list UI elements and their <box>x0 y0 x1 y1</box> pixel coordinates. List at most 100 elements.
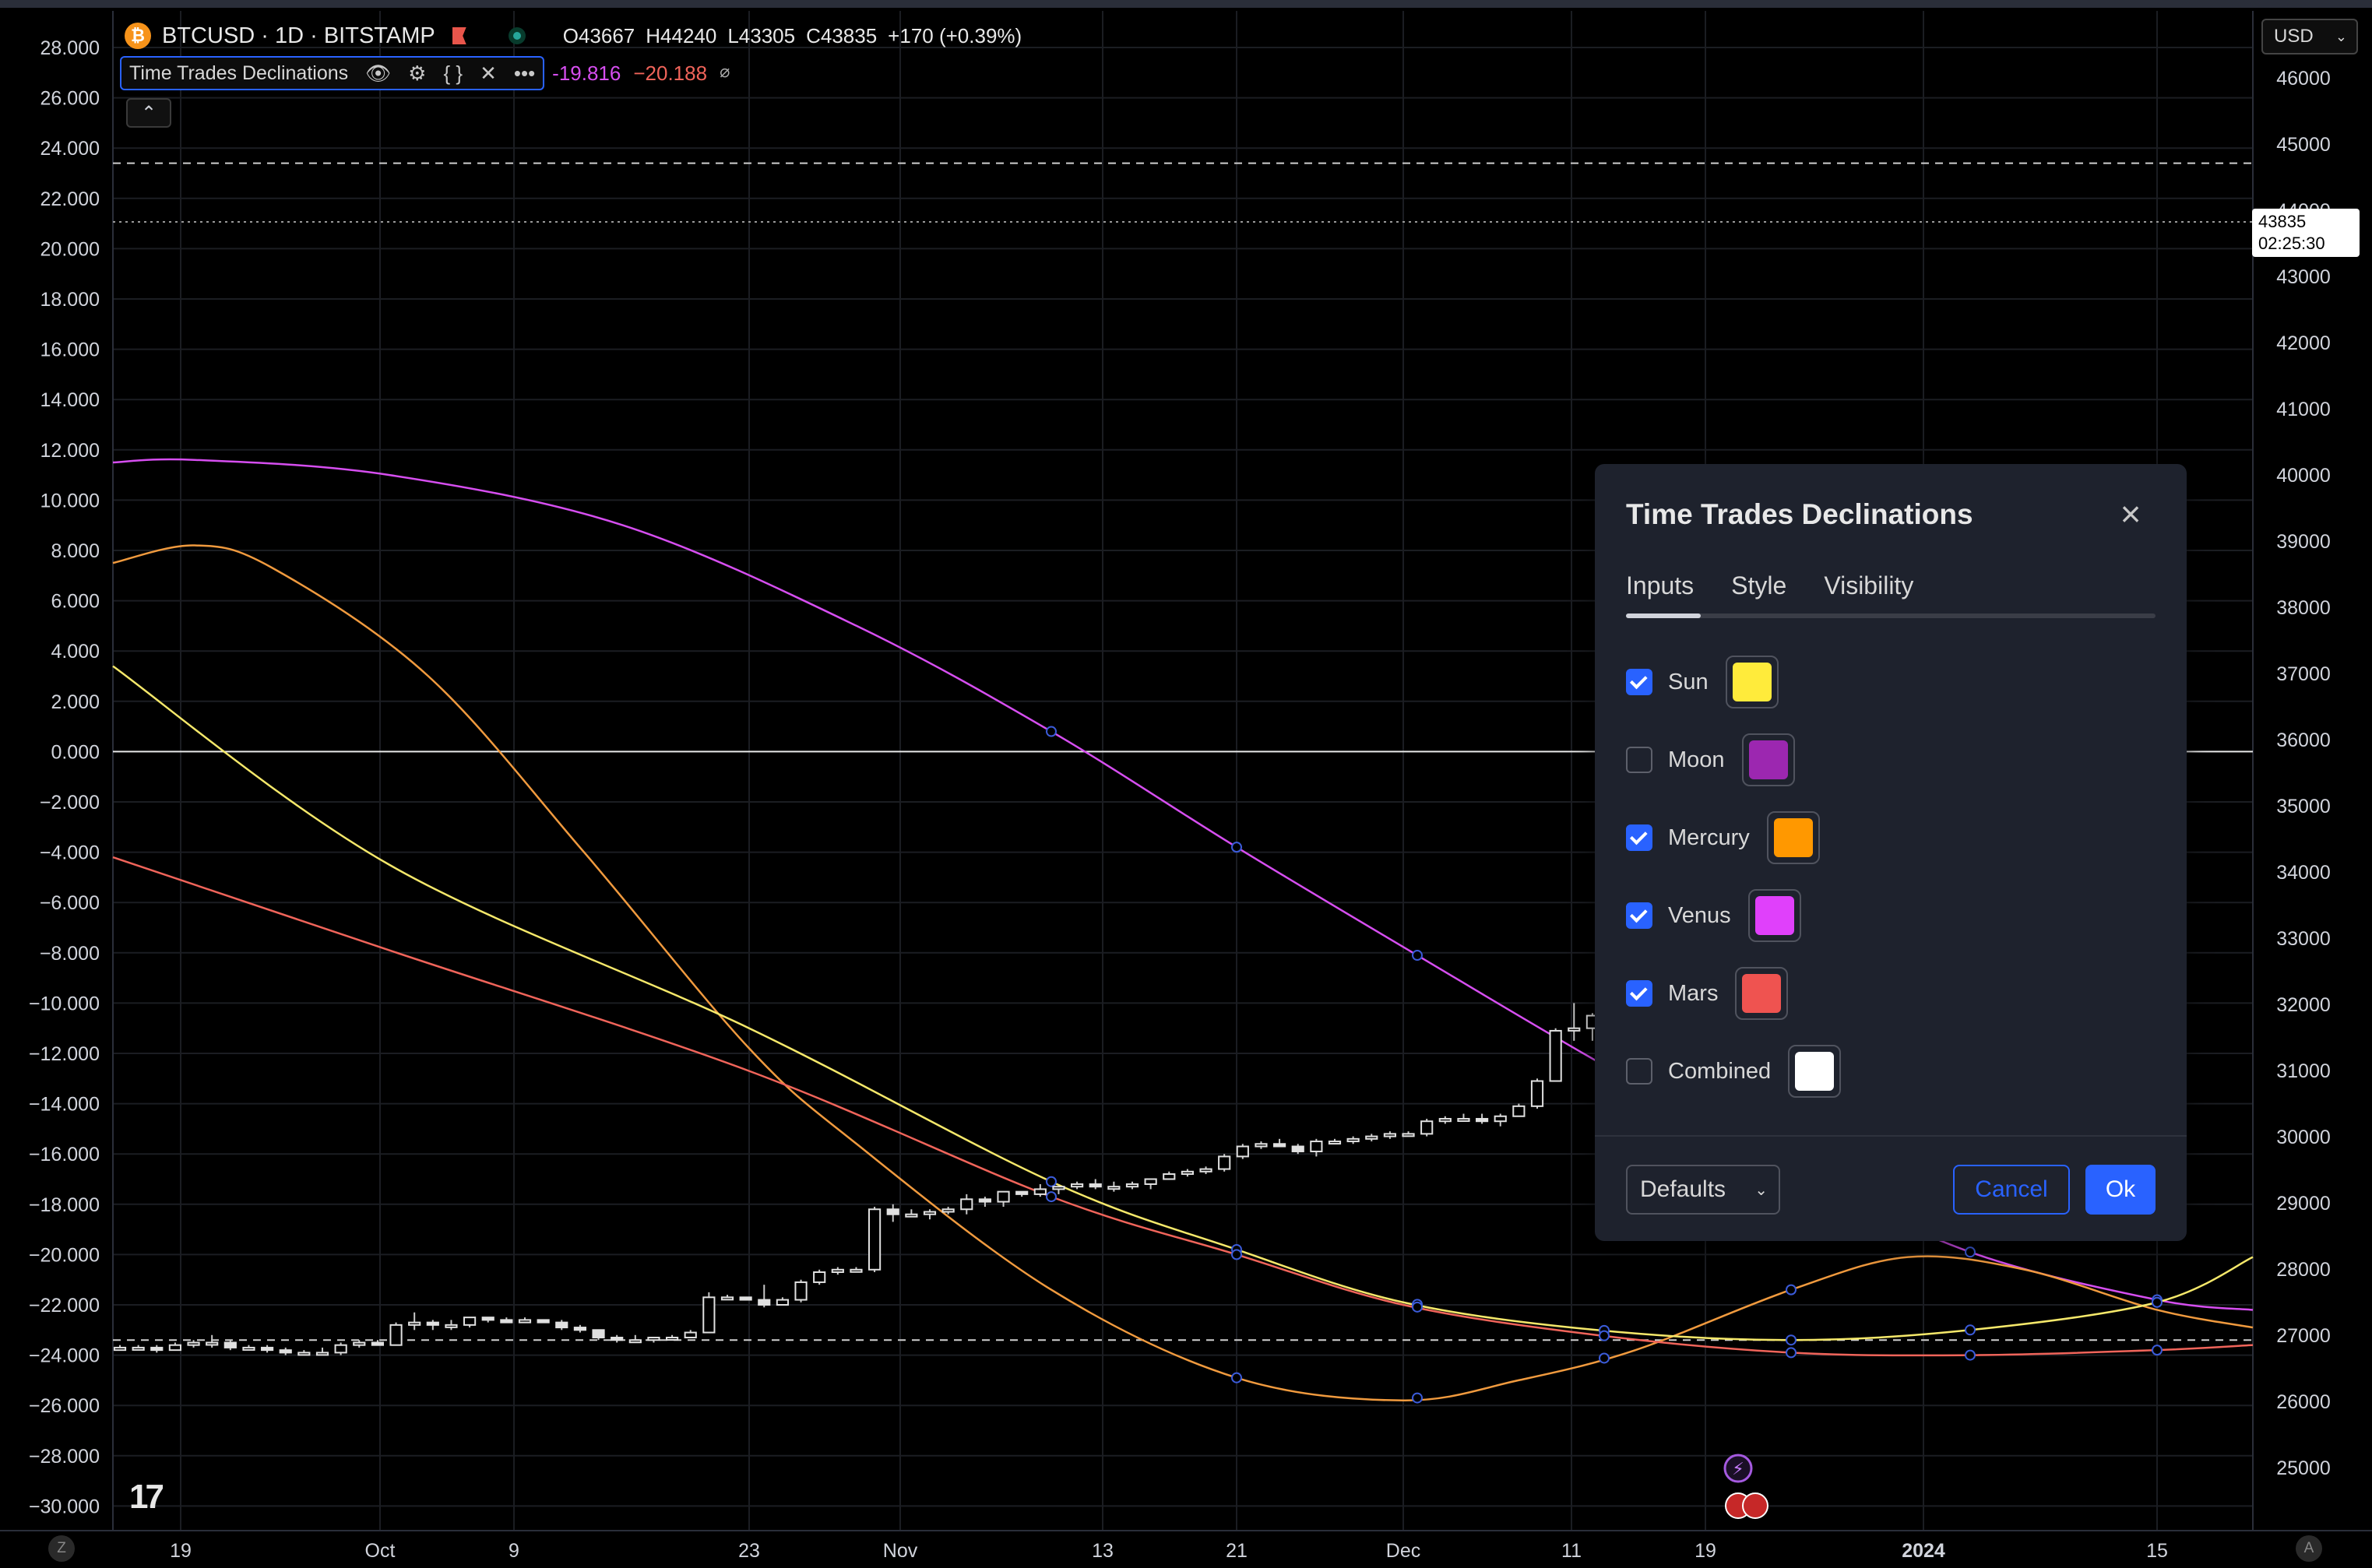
x-axis-tick: 15 <box>2146 1540 2168 1562</box>
eye-icon[interactable]: 👁 <box>365 61 392 85</box>
source-code-icon[interactable]: { } <box>443 61 463 85</box>
indicator-name[interactable]: Time Trades Declinations <box>129 62 349 84</box>
series-marker-mars <box>1786 1347 1797 1359</box>
left-axis-tick: −8.000 <box>40 943 100 965</box>
candle-body <box>758 1299 771 1306</box>
tab-visibility[interactable]: Visibility <box>1824 571 1914 599</box>
dialog-tabs: Inputs Style Visibility <box>1626 571 1913 603</box>
sun-checkbox[interactable] <box>1626 669 1652 695</box>
mercury-checkbox[interactable] <box>1626 824 1652 851</box>
x-axis-tick: Dec <box>1386 1540 1420 1562</box>
right-axis-tick: 27000 <box>2276 1325 2331 1347</box>
mars-color-swatch[interactable] <box>1735 967 1789 1020</box>
candle-body <box>187 1341 200 1346</box>
x-axis-tick: 9 <box>509 1540 519 1562</box>
candle-body <box>1052 1186 1065 1190</box>
candle-body <box>1420 1120 1434 1135</box>
gear-icon[interactable]: ⚙ <box>408 61 427 85</box>
candle-body <box>1107 1186 1121 1190</box>
candle-body <box>1236 1145 1249 1158</box>
currency-selector[interactable]: USD ⌄ <box>2261 19 2358 54</box>
option-venus: Venus <box>1626 888 1801 944</box>
candle-body <box>1089 1183 1102 1188</box>
indicator-legend: Time Trades Declinations 👁 ⚙ { } ✕ ••• -… <box>120 56 730 90</box>
right-axis-tick: 37000 <box>2276 663 2331 685</box>
venus-checkbox[interactable] <box>1626 902 1652 929</box>
right-axis-tick: 43000 <box>2276 266 2331 288</box>
candle-body <box>868 1208 882 1271</box>
right-axis-tick: 39000 <box>2276 531 2331 553</box>
candle-body <box>776 1299 789 1306</box>
candle-body <box>1457 1117 1470 1122</box>
combined-checkbox[interactable] <box>1626 1058 1652 1085</box>
candle-body <box>850 1268 863 1273</box>
dialog-title: Time Trades Declinations <box>1626 498 1973 530</box>
x-axis-tick: 13 <box>1092 1540 1114 1562</box>
series-marker-mars <box>1599 1330 1610 1341</box>
series-marker-mercury <box>1786 1284 1797 1296</box>
series-marker-venus <box>1412 950 1423 962</box>
swatch-fill <box>1732 663 1772 701</box>
candle-body <box>813 1271 826 1283</box>
left-axis-tick: −20.000 <box>29 1244 100 1266</box>
tab-style[interactable]: Style <box>1731 571 1787 599</box>
collapse-legend-button[interactable]: ⌃ <box>126 98 171 128</box>
right-axis-tick: 30000 <box>2276 1127 2331 1148</box>
chevron-down-icon: ⌄ <box>1754 1181 1768 1199</box>
lightning-event-icon[interactable] <box>1723 1454 1753 1483</box>
mars-checkbox[interactable] <box>1626 980 1652 1007</box>
option-label: Mercury <box>1668 824 1750 850</box>
defaults-dropdown[interactable]: Defaults ⌄ <box>1626 1165 1780 1215</box>
candle-body <box>739 1296 752 1301</box>
symbol-title[interactable]: BTCUSD · 1D · BITSTAMP <box>162 23 435 48</box>
ok-button[interactable]: Ok <box>2085 1165 2156 1215</box>
option-combined: Combined <box>1626 1043 1842 1099</box>
more-icon[interactable]: ••• <box>513 61 536 85</box>
moon-color-swatch[interactable] <box>1741 733 1795 786</box>
flag-icon[interactable] <box>452 27 466 44</box>
left-axis-tick: 22.000 <box>40 188 100 210</box>
right-axis-tick: 34000 <box>2276 862 2331 884</box>
candle-body <box>334 1344 347 1354</box>
candle-body <box>297 1352 311 1356</box>
auto-scale-button[interactable]: A <box>2296 1535 2322 1562</box>
us-flag-event-icon[interactable] <box>1742 1492 1768 1519</box>
chevron-up-icon: ⌃ <box>140 102 157 124</box>
cancel-button[interactable]: Cancel <box>1953 1165 2070 1215</box>
moon-checkbox[interactable] <box>1626 747 1652 773</box>
candle-body <box>573 1327 586 1331</box>
candle-body <box>941 1208 955 1213</box>
candle-body <box>997 1190 1010 1203</box>
candle-body <box>1512 1105 1526 1117</box>
tradingview-logo[interactable]: 17 <box>129 1478 164 1516</box>
x-axis-tick: 23 <box>738 1540 760 1562</box>
candle-body <box>720 1296 734 1301</box>
candle-body <box>905 1213 918 1218</box>
defaults-label: Defaults <box>1640 1176 1726 1202</box>
candle-body <box>1549 1029 1562 1082</box>
left-axis-tick: 24.000 <box>40 138 100 160</box>
tab-inputs[interactable]: Inputs <box>1626 571 1695 599</box>
candle-body <box>1255 1143 1268 1148</box>
right-axis-tick: 32000 <box>2276 994 2331 1016</box>
zoom-toggle-button[interactable]: Z <box>48 1535 75 1562</box>
option-mars: Mars <box>1626 965 1789 1021</box>
candle-body <box>1273 1143 1286 1148</box>
mercury-color-swatch[interactable] <box>1766 811 1820 864</box>
left-axis-tick: 18.000 <box>40 289 100 311</box>
left-axis-tick: −6.000 <box>40 892 100 914</box>
venus-color-swatch[interactable] <box>1747 889 1801 942</box>
indicator-settings-dialog: Time Trades Declinations × Inputs Style … <box>1595 464 2187 1241</box>
candle-body <box>537 1319 550 1324</box>
combined-color-swatch[interactable] <box>1788 1045 1842 1098</box>
candle-body <box>481 1317 494 1321</box>
remove-icon[interactable]: ✕ <box>480 61 497 85</box>
series-marker-venus <box>1231 842 1242 853</box>
candle-body <box>831 1268 844 1274</box>
close-icon[interactable]: × <box>2120 494 2141 534</box>
right-axis-tick: 36000 <box>2276 730 2331 751</box>
candle-body <box>555 1321 568 1329</box>
candle-body <box>923 1211 937 1215</box>
sun-color-swatch[interactable] <box>1725 656 1779 708</box>
indicator-toolbar[interactable]: Time Trades Declinations 👁 ⚙ { } ✕ ••• <box>120 56 545 90</box>
